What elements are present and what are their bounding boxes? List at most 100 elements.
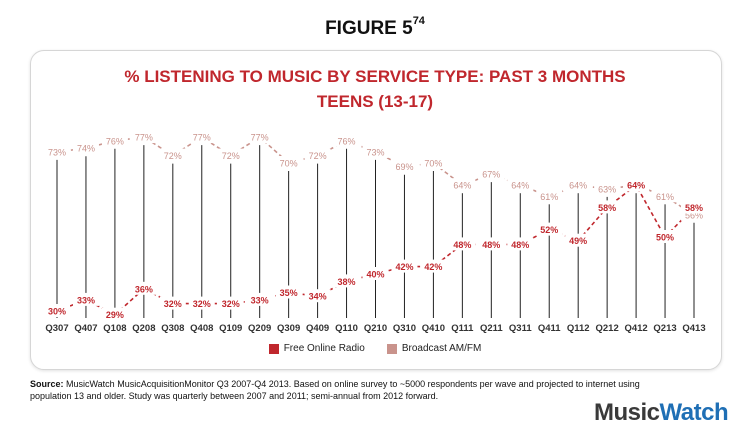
data-label-free-online-radio: 40% — [366, 270, 384, 280]
x-tick-label: Q411 — [538, 323, 561, 334]
data-label-bg-free-online-radio — [44, 304, 70, 317]
data-label-broadcast: 77% — [193, 133, 211, 143]
x-tick-label: Q109 — [219, 323, 242, 334]
x-tick-label: Q110 — [335, 323, 358, 334]
data-label-bg-free-online-radio — [159, 296, 186, 310]
data-label-bg-free-online-radio — [681, 200, 707, 214]
data-label-broadcast: 70% — [424, 159, 442, 169]
x-tick-label: Q212 — [596, 323, 619, 334]
x-tick-label: Q213 — [653, 323, 676, 334]
data-label-broadcast: 74% — [77, 144, 95, 154]
data-label-bg-broadcast — [652, 189, 679, 203]
data-label-broadcast: 77% — [251, 133, 269, 143]
data-label-broadcast: 61% — [656, 192, 674, 202]
data-label-bg-broadcast — [362, 144, 389, 158]
data-label-free-online-radio: 48% — [453, 240, 471, 250]
data-label-free-online-radio: 34% — [309, 292, 327, 302]
x-tick-label: Q408 — [190, 323, 213, 334]
data-label-free-online-radio: 64% — [627, 181, 645, 191]
data-label-bg-broadcast — [536, 189, 563, 203]
data-label-free-online-radio: 58% — [685, 203, 703, 213]
x-tick-label: Q409 — [306, 323, 329, 334]
data-label-bg-free-online-radio — [536, 222, 563, 236]
data-label-broadcast: 63% — [598, 184, 616, 194]
data-label-broadcast: 72% — [222, 151, 240, 161]
legend: Free Online Radio Broadcast AM/FM — [0, 343, 750, 354]
data-label-free-online-radio: 36% — [135, 284, 153, 294]
data-label-free-online-radio: 48% — [511, 240, 529, 250]
x-tick-label: Q112 — [567, 323, 590, 334]
data-label-bg-free-online-radio — [362, 267, 389, 280]
data-label-bg-broadcast — [333, 133, 360, 147]
data-label-broadcast: 70% — [280, 159, 298, 169]
data-label-broadcast: 76% — [338, 136, 356, 146]
data-label-free-online-radio: 52% — [540, 225, 558, 235]
data-label-free-online-radio: 32% — [222, 299, 240, 309]
data-label-broadcast: 67% — [482, 170, 500, 180]
x-tick-label: Q412 — [624, 323, 647, 334]
source-text: MusicWatch MusicAcquisitionMonitor Q3 20… — [30, 379, 640, 401]
data-label-bg-free-online-radio — [565, 233, 592, 247]
data-label-bg-broadcast — [130, 130, 157, 144]
data-label-free-online-radio: 29% — [106, 310, 124, 320]
figure-footnote-ref: 74 — [412, 15, 425, 27]
data-label-bg-free-online-radio — [449, 237, 476, 251]
x-tick-label: Q410 — [422, 323, 445, 334]
source-note: Source: MusicWatch MusicAcquisitionMonit… — [30, 378, 670, 402]
source-label: Source: — [30, 379, 64, 389]
data-label-free-online-radio: 32% — [193, 299, 211, 309]
data-label-bg-free-online-radio — [478, 237, 505, 251]
data-label-bg-free-online-radio — [507, 237, 534, 251]
data-label-bg-broadcast — [72, 141, 99, 155]
x-tick-label: Q307 — [45, 323, 68, 334]
data-label-free-online-radio: 50% — [656, 233, 674, 243]
data-label-broadcast: 73% — [48, 147, 66, 157]
data-label-free-online-radio: 49% — [569, 236, 587, 246]
data-label-bg-free-online-radio — [72, 292, 99, 306]
data-label-bg-broadcast — [188, 130, 215, 144]
legend-swatch-broadcast — [386, 343, 397, 354]
data-label-bg-free-online-radio — [391, 259, 418, 273]
x-tick-label: Q413 — [682, 323, 705, 334]
figure-title: FIGURE 574 — [325, 15, 425, 39]
x-tick-label: Q311 — [509, 323, 532, 334]
data-label-bg-broadcast — [391, 159, 418, 173]
data-label-bg-broadcast — [478, 167, 505, 181]
data-label-free-online-radio: 30% — [48, 307, 66, 317]
x-tick-label: Q211 — [480, 323, 503, 334]
data-label-broadcast: 72% — [164, 151, 182, 161]
data-label-bg-free-online-radio — [594, 200, 621, 214]
x-tick-label: Q310 — [393, 323, 416, 334]
x-tick-label: Q108 — [103, 323, 126, 334]
x-tick-label: Q209 — [248, 323, 271, 334]
data-label-bg-free-online-radio — [333, 274, 360, 288]
data-label-bg-free-online-radio — [188, 296, 215, 310]
data-label-bg-free-online-radio — [217, 296, 244, 310]
x-tick-label: Q407 — [74, 323, 97, 334]
data-label-bg-broadcast — [44, 144, 70, 158]
data-label-bg-free-online-radio — [420, 259, 447, 273]
data-label-free-online-radio: 33% — [251, 295, 269, 305]
chart-subtitle: TEENS (13-17) — [316, 92, 434, 111]
x-tick-label: Q208 — [132, 323, 155, 334]
data-label-free-online-radio: 58% — [598, 203, 616, 213]
data-label-broadcast: 76% — [106, 136, 124, 146]
data-label-bg-free-online-radio — [275, 285, 302, 299]
data-label-broadcast: 73% — [366, 147, 384, 157]
x-tick-label: Q210 — [364, 323, 387, 334]
data-label-bg-broadcast — [507, 178, 534, 192]
data-label-bg-broadcast — [565, 178, 592, 192]
data-label-bg-broadcast — [275, 156, 302, 169]
data-label-free-online-radio: 38% — [338, 277, 356, 287]
data-label-bg-broadcast — [594, 181, 621, 195]
legend-label-free-online-radio: Free Online Radio — [283, 343, 365, 354]
data-label-bg-free-online-radio — [130, 281, 157, 295]
legend-swatch-free-online-radio — [268, 343, 279, 354]
data-label-bg-free-online-radio — [101, 307, 128, 321]
legend-label-broadcast: Broadcast AM/FM — [401, 343, 482, 354]
musicwatch-logo: MusicWatch — [594, 399, 729, 426]
legend-item-free-online-radio: Free Online Radio — [268, 343, 365, 354]
data-label-bg-free-online-radio — [623, 178, 650, 192]
data-label-broadcast: 64% — [569, 181, 587, 191]
